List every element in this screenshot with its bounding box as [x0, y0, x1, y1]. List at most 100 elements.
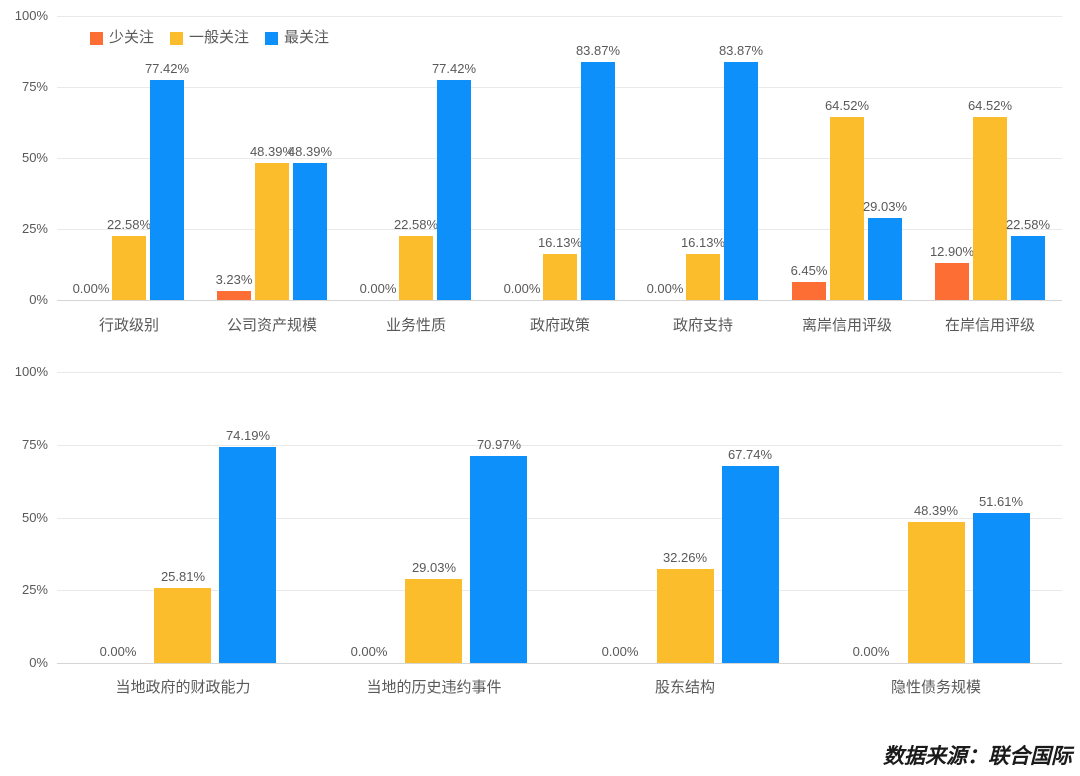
category-label: 政府支持	[672, 317, 734, 334]
value-label: 3.23%	[215, 272, 253, 287]
gridline	[57, 372, 1062, 373]
value-label: 77.42%	[144, 61, 190, 76]
y-tick-label: 50%	[21, 510, 48, 525]
legend-item: 最关注	[265, 30, 329, 46]
value-label: 0.00%	[852, 644, 890, 659]
y-tick-label: 50%	[21, 150, 48, 165]
value-label: 0.00%	[350, 644, 388, 659]
legend-item: 一般关注	[170, 30, 249, 46]
y-tick-label: 0%	[29, 655, 48, 670]
category-label: 在岸信用评级	[944, 317, 1036, 334]
bar	[935, 263, 969, 300]
value-label: 6.45%	[790, 263, 828, 278]
bar	[973, 513, 1030, 663]
value-label: 0.00%	[646, 281, 684, 296]
value-label: 0.00%	[72, 281, 110, 296]
bar	[724, 62, 758, 300]
gridline	[57, 229, 1062, 230]
gridline	[57, 87, 1062, 88]
category-label: 业务性质	[385, 317, 447, 334]
value-label: 16.13%	[680, 235, 726, 250]
bar	[686, 254, 720, 300]
bar	[908, 522, 965, 663]
value-label: 25.81%	[160, 569, 206, 584]
bar	[112, 236, 146, 300]
gridline	[57, 445, 1062, 446]
category-label: 当地政府的财政能力	[115, 679, 251, 696]
bar	[405, 579, 462, 663]
category-label: 行政级别	[98, 317, 160, 334]
value-label: 70.97%	[476, 437, 522, 452]
y-tick-label: 75%	[21, 79, 48, 94]
category-label: 离岸信用评级	[801, 317, 893, 334]
legend-label: 少关注	[109, 29, 155, 46]
gridline	[57, 590, 1062, 591]
value-label: 22.58%	[106, 217, 152, 232]
bar	[150, 80, 184, 300]
value-label: 32.26%	[662, 550, 708, 565]
bar	[437, 80, 471, 300]
value-label: 0.00%	[99, 644, 137, 659]
value-label: 22.58%	[1005, 217, 1051, 232]
bar	[722, 466, 779, 663]
y-tick-label: 75%	[21, 437, 48, 452]
gridline	[57, 16, 1062, 17]
bar	[868, 218, 902, 300]
data-source-note: 数据来源：联合国际	[883, 744, 1072, 768]
bar	[792, 282, 826, 300]
y-tick-label: 0%	[29, 292, 48, 307]
value-label: 48.39%	[249, 144, 295, 159]
gridline	[57, 158, 1062, 159]
category-label: 隐性债务规模	[890, 679, 982, 696]
value-label: 83.87%	[718, 43, 764, 58]
value-label: 29.03%	[411, 560, 457, 575]
bar	[255, 163, 289, 300]
value-label: 48.39%	[287, 144, 333, 159]
category-label: 政府政策	[529, 317, 591, 334]
y-tick-label: 25%	[21, 582, 48, 597]
value-label: 22.58%	[393, 217, 439, 232]
bar	[399, 236, 433, 300]
value-label: 64.52%	[967, 98, 1013, 113]
value-label: 64.52%	[824, 98, 870, 113]
value-label: 12.90%	[929, 244, 975, 259]
bar	[830, 117, 864, 300]
value-label: 74.19%	[225, 428, 271, 443]
value-label: 29.03%	[862, 199, 908, 214]
value-label: 0.00%	[359, 281, 397, 296]
bar	[293, 163, 327, 300]
category-label: 当地的历史违约事件	[366, 679, 502, 696]
bar	[470, 456, 527, 663]
legend-swatch-icon	[90, 31, 103, 45]
bar	[657, 569, 714, 663]
legend-item: 少关注	[90, 30, 154, 46]
category-label: 公司资产规模	[226, 317, 318, 334]
legend-swatch-icon	[265, 31, 279, 45]
category-label: 股东结构	[654, 679, 716, 696]
value-label: 51.61%	[978, 494, 1024, 509]
value-label: 16.13%	[537, 235, 583, 250]
legend-swatch-icon	[170, 31, 184, 45]
value-label: 48.39%	[913, 503, 959, 518]
value-label: 67.74%	[727, 447, 773, 462]
bar	[973, 117, 1007, 300]
gridline	[57, 300, 1062, 301]
bar	[217, 291, 251, 300]
value-label: 0.00%	[601, 644, 639, 659]
y-tick-label: 100%	[14, 364, 48, 379]
bar	[543, 254, 577, 300]
bar	[581, 62, 615, 300]
legend-label: 一般关注	[189, 29, 250, 46]
bar	[219, 447, 276, 663]
gridline	[57, 663, 1062, 664]
legend-label: 最关注	[284, 29, 330, 46]
bar	[154, 588, 211, 663]
value-label: 83.87%	[575, 43, 621, 58]
gridline	[57, 518, 1062, 519]
bar	[1011, 236, 1045, 300]
value-label: 77.42%	[431, 61, 477, 76]
y-tick-label: 100%	[14, 8, 48, 23]
chart-legend: 少关注 一般关注 最关注	[90, 30, 329, 46]
value-label: 0.00%	[503, 281, 541, 296]
